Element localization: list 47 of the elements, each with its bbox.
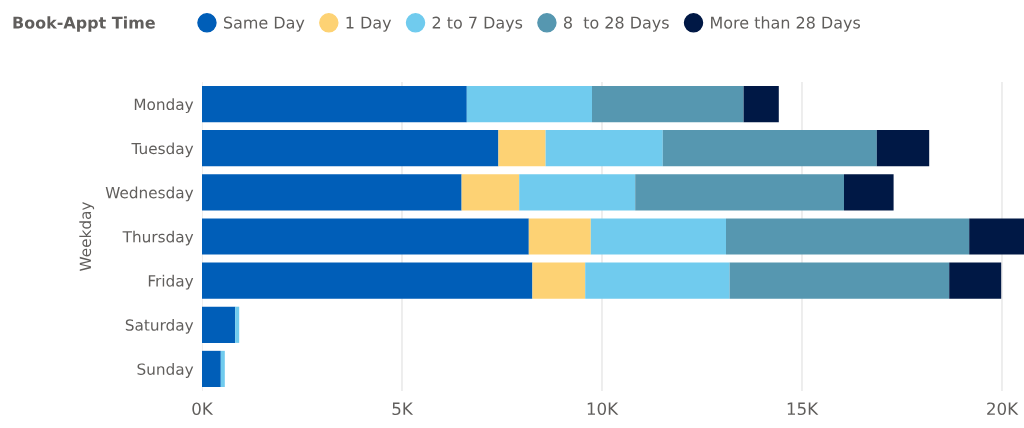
bar xyxy=(466,85,592,123)
y-tick-label: Saturday xyxy=(125,318,194,334)
legend-label: 8 to 28 Days xyxy=(563,16,669,32)
bar xyxy=(202,262,533,299)
y-axis-title: Weekday xyxy=(79,201,95,271)
bar xyxy=(743,85,779,123)
x-tick-label: 0K xyxy=(192,402,214,416)
bar xyxy=(844,174,894,211)
bar xyxy=(590,218,726,255)
bar xyxy=(969,218,1024,255)
x-tick-label: 10K xyxy=(587,402,619,416)
bar xyxy=(202,85,467,123)
bar xyxy=(202,218,529,255)
y-tick-label: Thursday xyxy=(122,230,194,246)
legend-label: 2 to 7 Days xyxy=(432,16,523,32)
x-tick-label: 20K xyxy=(987,402,1019,416)
bar xyxy=(949,262,1002,299)
bar xyxy=(545,130,663,167)
legend-label: Same Day xyxy=(223,16,305,32)
bar xyxy=(202,306,236,343)
x-tick-label: 15K xyxy=(787,402,819,416)
bar xyxy=(220,350,225,388)
bar xyxy=(202,174,462,211)
bar xyxy=(519,174,636,211)
y-tick-label: Tuesday xyxy=(131,142,194,158)
legend-title: Book-Appt Time xyxy=(13,16,155,32)
bar xyxy=(592,85,744,123)
bar xyxy=(202,350,221,388)
bar xyxy=(635,174,844,211)
bar xyxy=(528,218,591,255)
y-tick-label: Friday xyxy=(148,274,194,290)
legend-label: 1 Day xyxy=(346,16,392,32)
y-tick-label: Wednesday xyxy=(105,186,194,202)
bar xyxy=(202,130,499,167)
bar xyxy=(498,130,546,167)
bar xyxy=(461,174,520,211)
bar xyxy=(876,130,930,167)
y-tick-label: Monday xyxy=(134,98,194,114)
bar xyxy=(729,262,950,299)
x-tick-label: 5K xyxy=(392,402,414,416)
bar xyxy=(235,306,240,343)
legend-label: More than 28 Days xyxy=(711,16,861,32)
bar xyxy=(726,218,970,255)
bar xyxy=(532,262,586,299)
bar xyxy=(585,262,730,299)
bar xyxy=(662,130,877,167)
y-tick-label: Sunday xyxy=(137,363,194,378)
